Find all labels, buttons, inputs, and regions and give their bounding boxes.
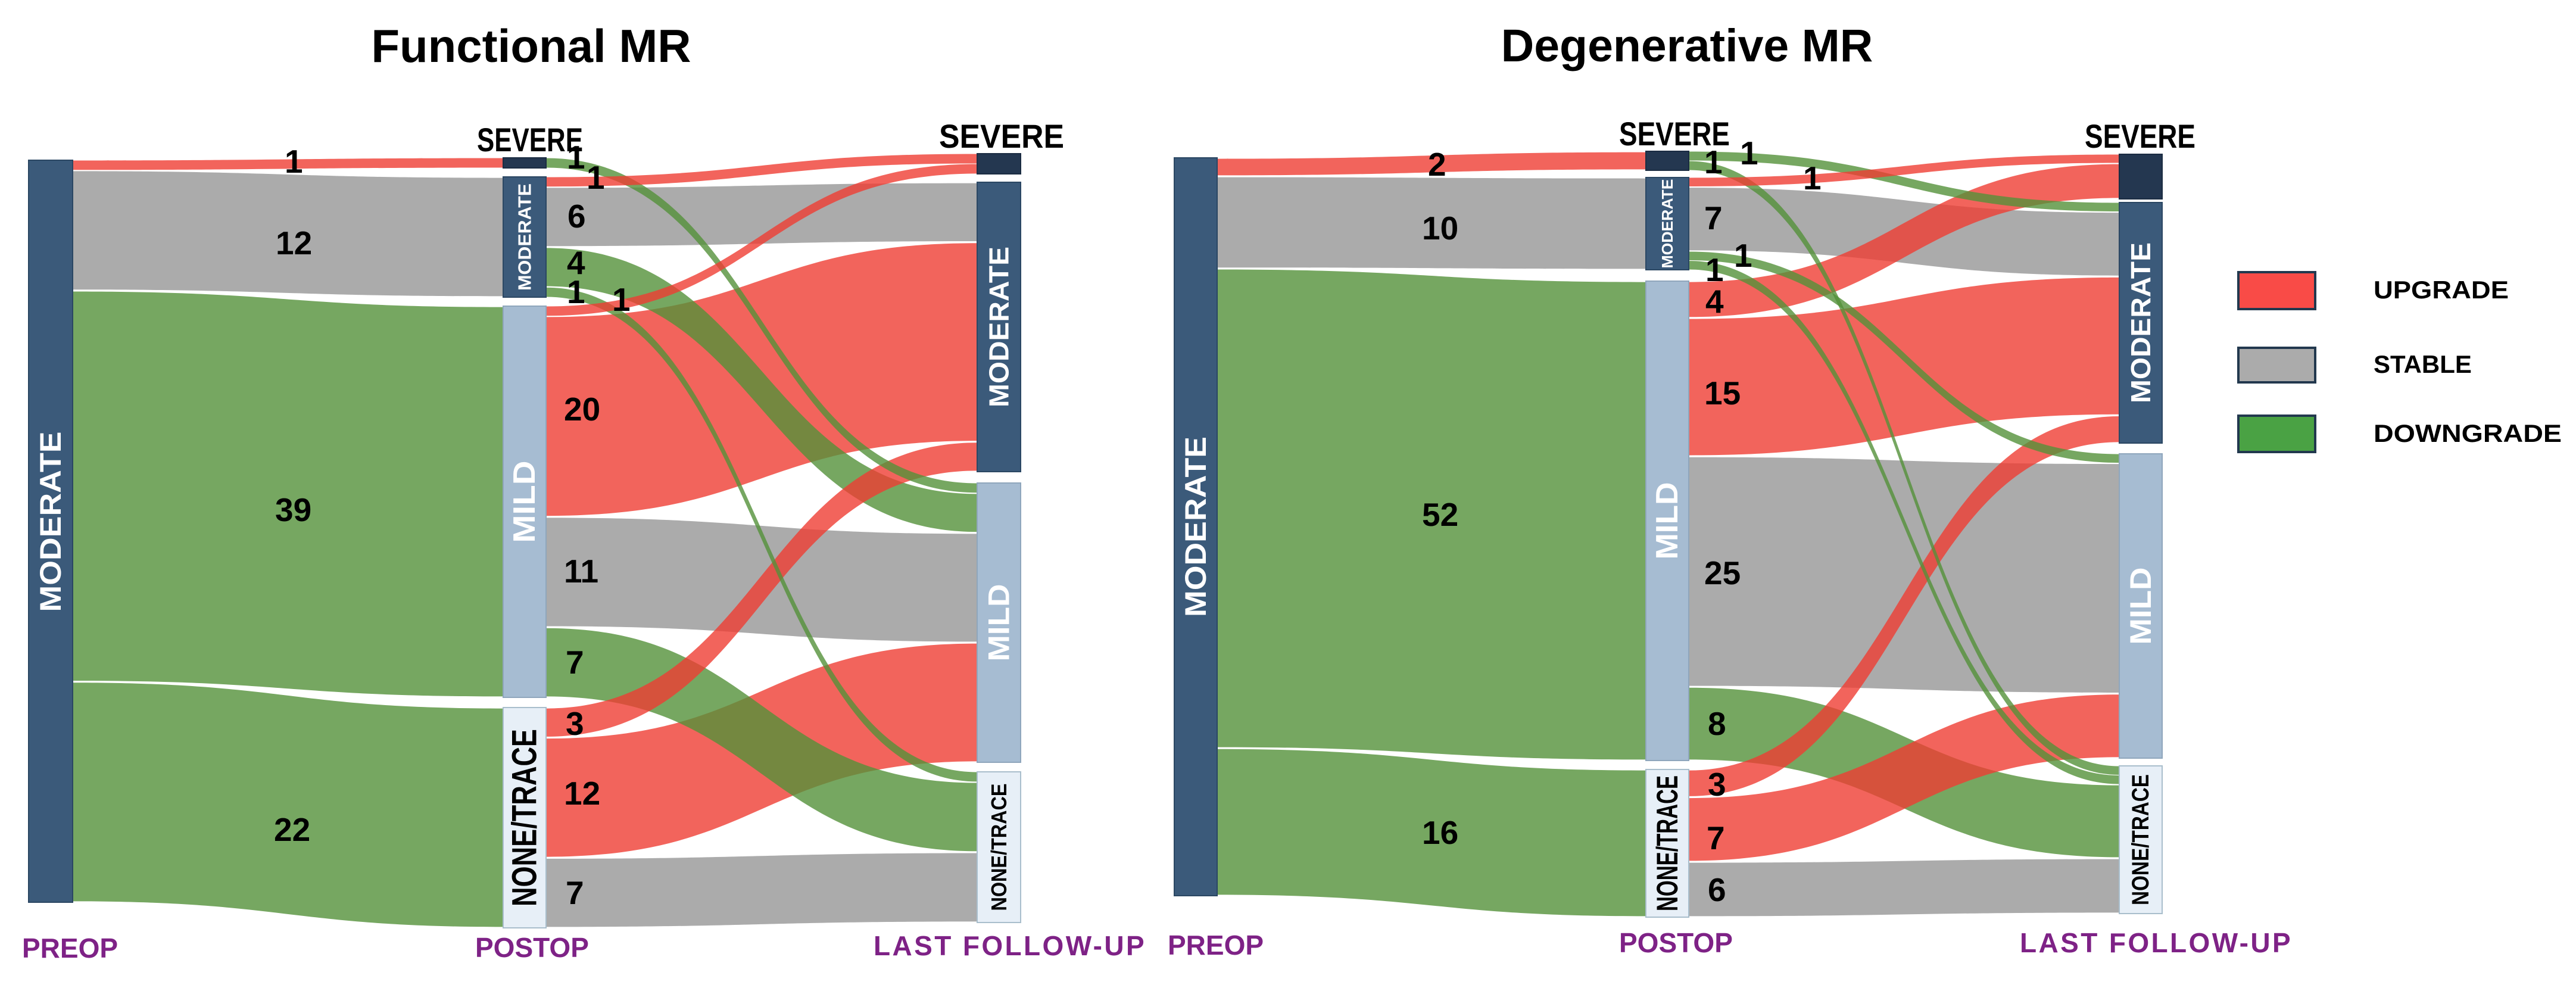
svg-text:25: 25 bbox=[1704, 554, 1741, 591]
svg-text:LAST FOLLOW-UP: LAST FOLLOW-UP bbox=[874, 930, 1146, 961]
svg-text:1: 1 bbox=[1803, 160, 1822, 197]
svg-text:1: 1 bbox=[587, 159, 605, 196]
svg-text:8: 8 bbox=[1708, 705, 1726, 742]
svg-text:1: 1 bbox=[612, 281, 631, 318]
svg-text:STABLE: STABLE bbox=[2374, 350, 2472, 378]
svg-text:11: 11 bbox=[564, 553, 598, 590]
svg-text:PREOP: PREOP bbox=[1168, 930, 1264, 961]
svg-text:MILD: MILD bbox=[983, 584, 1016, 662]
svg-text:39: 39 bbox=[275, 491, 311, 528]
svg-text:SEVERE: SEVERE bbox=[1619, 115, 1730, 152]
svg-text:10: 10 bbox=[1422, 210, 1458, 247]
svg-text:MODERATE: MODERATE bbox=[2125, 242, 2156, 403]
svg-text:MILD: MILD bbox=[2124, 568, 2157, 645]
svg-text:2: 2 bbox=[1428, 146, 1446, 183]
svg-text:1: 1 bbox=[285, 143, 303, 180]
svg-text:SEVERE: SEVERE bbox=[939, 117, 1064, 155]
svg-text:4: 4 bbox=[567, 244, 585, 281]
svg-text:7: 7 bbox=[1707, 819, 1725, 856]
svg-text:POSTOP: POSTOP bbox=[475, 932, 589, 963]
svg-text:MODERATE: MODERATE bbox=[1179, 437, 1212, 617]
svg-text:1: 1 bbox=[567, 139, 585, 176]
svg-text:MILD: MILD bbox=[1650, 482, 1685, 560]
svg-text:SEVERE: SEVERE bbox=[2085, 117, 2195, 155]
svg-text:52: 52 bbox=[1422, 496, 1458, 533]
svg-text:MODERATE: MODERATE bbox=[984, 247, 1015, 407]
svg-text:15: 15 bbox=[1704, 375, 1741, 412]
svg-text:3: 3 bbox=[566, 705, 584, 742]
svg-text:NONE/TRACE: NONE/TRACE bbox=[2128, 774, 2154, 905]
svg-text:16: 16 bbox=[1422, 814, 1458, 851]
svg-text:3: 3 bbox=[1708, 766, 1726, 803]
svg-text:PREOP: PREOP bbox=[22, 933, 118, 964]
svg-text:4: 4 bbox=[1705, 283, 1724, 320]
svg-text:1: 1 bbox=[1734, 237, 1752, 274]
svg-text:POSTOP: POSTOP bbox=[1619, 927, 1733, 958]
svg-text:7: 7 bbox=[566, 874, 584, 911]
svg-text:6: 6 bbox=[567, 198, 586, 235]
svg-text:LAST FOLLOW-UP: LAST FOLLOW-UP bbox=[2020, 927, 2293, 958]
svg-text:22: 22 bbox=[274, 811, 310, 848]
svg-text:20: 20 bbox=[564, 391, 600, 428]
svg-text:1: 1 bbox=[1704, 144, 1723, 180]
svg-text:7: 7 bbox=[1704, 200, 1723, 236]
svg-text:MODERATE: MODERATE bbox=[34, 432, 67, 612]
svg-text:Functional MR: Functional MR bbox=[371, 20, 691, 72]
svg-text:NONE/TRACE: NONE/TRACE bbox=[987, 784, 1011, 911]
svg-text:UPGRADE: UPGRADE bbox=[2374, 276, 2509, 304]
svg-text:7: 7 bbox=[566, 644, 584, 681]
svg-text:1: 1 bbox=[1740, 135, 1758, 172]
svg-text:12: 12 bbox=[276, 225, 312, 261]
svg-text:1: 1 bbox=[1705, 251, 1724, 288]
svg-text:MILD: MILD bbox=[507, 461, 542, 543]
svg-text:MODERATE: MODERATE bbox=[1658, 179, 1676, 269]
svg-text:NONE/TRACE: NONE/TRACE bbox=[1651, 775, 1684, 911]
svg-text:MODERATE: MODERATE bbox=[514, 183, 535, 291]
svg-text:1: 1 bbox=[567, 273, 585, 310]
svg-text:6: 6 bbox=[1708, 871, 1726, 908]
svg-text:DOWNGRADE: DOWNGRADE bbox=[2374, 419, 2562, 447]
svg-text:SEVERE: SEVERE bbox=[477, 121, 583, 158]
svg-text:Degenerative MR: Degenerative MR bbox=[1501, 20, 1873, 71]
svg-text:12: 12 bbox=[564, 775, 600, 812]
svg-text:NONE/TRACE: NONE/TRACE bbox=[506, 729, 544, 906]
